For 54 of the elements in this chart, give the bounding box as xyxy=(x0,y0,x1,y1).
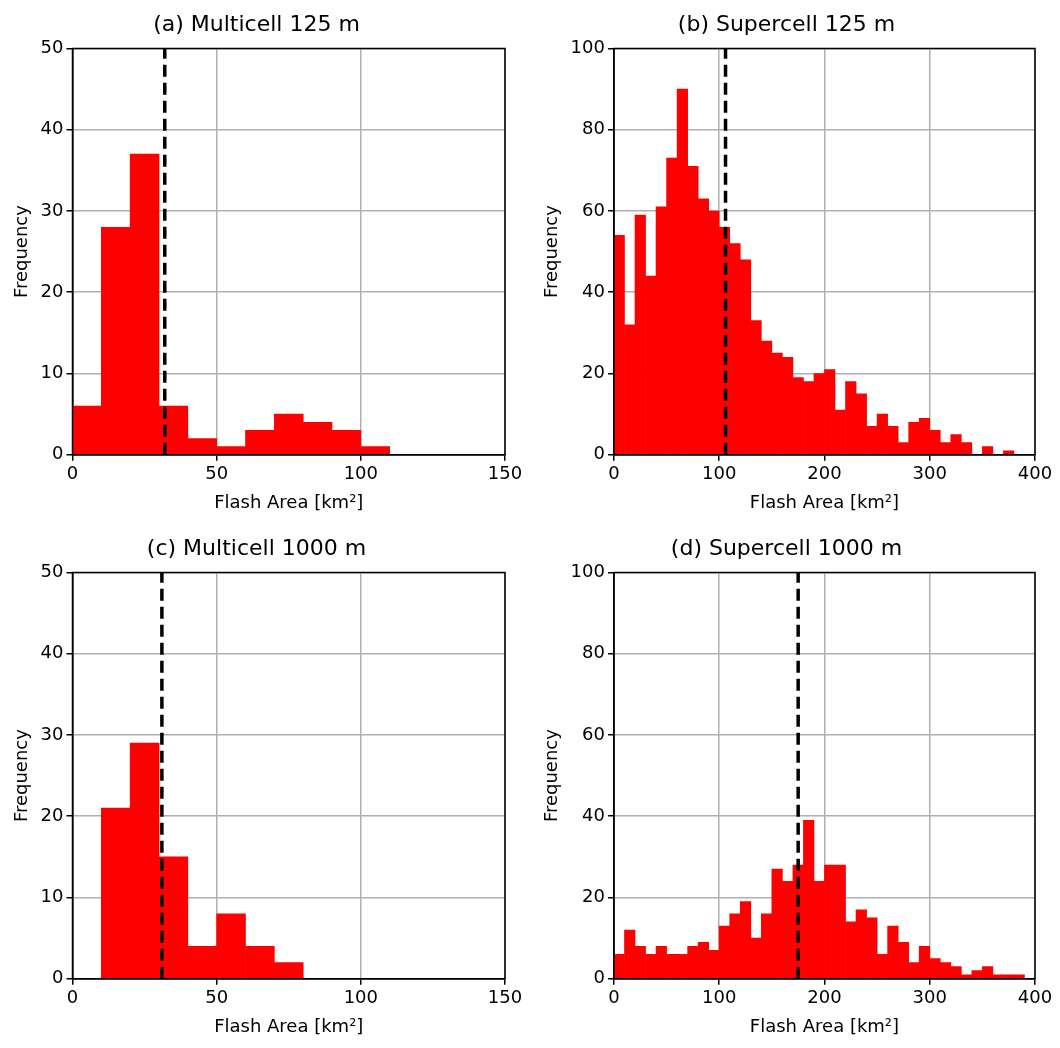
y-tick-label: 20 xyxy=(40,803,64,825)
x-tick-label: 100 xyxy=(702,986,737,1008)
x-axis-title: Flash Area [km²] xyxy=(749,1014,900,1036)
y-tick-label: 20 xyxy=(582,885,605,907)
y-tick-label: 50 xyxy=(40,36,64,58)
x-tick-label: 100 xyxy=(702,462,737,484)
y-tick-label: 0 xyxy=(593,442,605,464)
x-tick-label: 100 xyxy=(343,462,379,484)
chart-title: (a) Multicell 125 m xyxy=(153,10,360,36)
chart-title: (b) Supercell 125 m xyxy=(677,10,896,36)
y-tick-label: 60 xyxy=(582,198,605,220)
x-tick-label: 100 xyxy=(343,986,379,1008)
x-tick-label: 50 xyxy=(205,462,229,484)
x-tick-label: 0 xyxy=(66,986,79,1008)
x-tick-label: 300 xyxy=(912,462,947,484)
chart-title: (d) Supercell 1000 m xyxy=(670,534,903,560)
y-tick-label: 50 xyxy=(40,560,64,582)
x-axis-title: Flash Area [km²] xyxy=(749,490,900,512)
x-tick-label: 0 xyxy=(608,462,620,484)
y-axis-title: Frequency xyxy=(10,728,32,823)
x-axis-title: Flash Area [km²] xyxy=(214,490,364,512)
x-tick-label: 150 xyxy=(487,986,523,1008)
x-tick-label: 200 xyxy=(807,462,842,484)
x-tick-label: 300 xyxy=(912,986,947,1008)
y-tick-label: 60 xyxy=(582,722,605,744)
y-tick-label: 20 xyxy=(40,279,64,301)
x-tick-label: 150 xyxy=(487,462,523,484)
y-tick-label: 20 xyxy=(582,361,605,383)
y-tick-label: 40 xyxy=(582,279,605,301)
y-tick-label: 30 xyxy=(40,722,64,744)
y-tick-label: 40 xyxy=(40,117,64,139)
y-tick-label: 0 xyxy=(52,966,64,988)
x-tick-label: 400 xyxy=(1017,986,1053,1008)
y-tick-label: 0 xyxy=(52,442,64,464)
y-axis-title: Frequency xyxy=(540,728,562,823)
y-tick-label: 100 xyxy=(570,36,605,58)
y-tick-label: 80 xyxy=(582,641,605,663)
y-axis-title: Frequency xyxy=(540,204,562,299)
y-tick-label: 100 xyxy=(570,560,605,582)
y-tick-label: 40 xyxy=(40,641,64,663)
x-axis-title: Flash Area [km²] xyxy=(214,1014,364,1036)
y-tick-label: 0 xyxy=(593,966,605,988)
x-tick-label: 50 xyxy=(205,986,229,1008)
x-tick-label: 0 xyxy=(608,986,620,1008)
y-tick-label: 40 xyxy=(582,803,605,825)
chart-title: (c) Multicell 1000 m xyxy=(146,534,367,560)
y-tick-label: 10 xyxy=(40,885,64,907)
x-tick-label: 0 xyxy=(66,462,79,484)
y-tick-label: 80 xyxy=(582,117,605,139)
x-tick-label: 200 xyxy=(807,986,842,1008)
x-tick-label: 400 xyxy=(1017,462,1053,484)
y-tick-label: 10 xyxy=(40,361,64,383)
y-axis-title: Frequency xyxy=(10,204,32,299)
y-tick-label: 30 xyxy=(40,198,64,220)
